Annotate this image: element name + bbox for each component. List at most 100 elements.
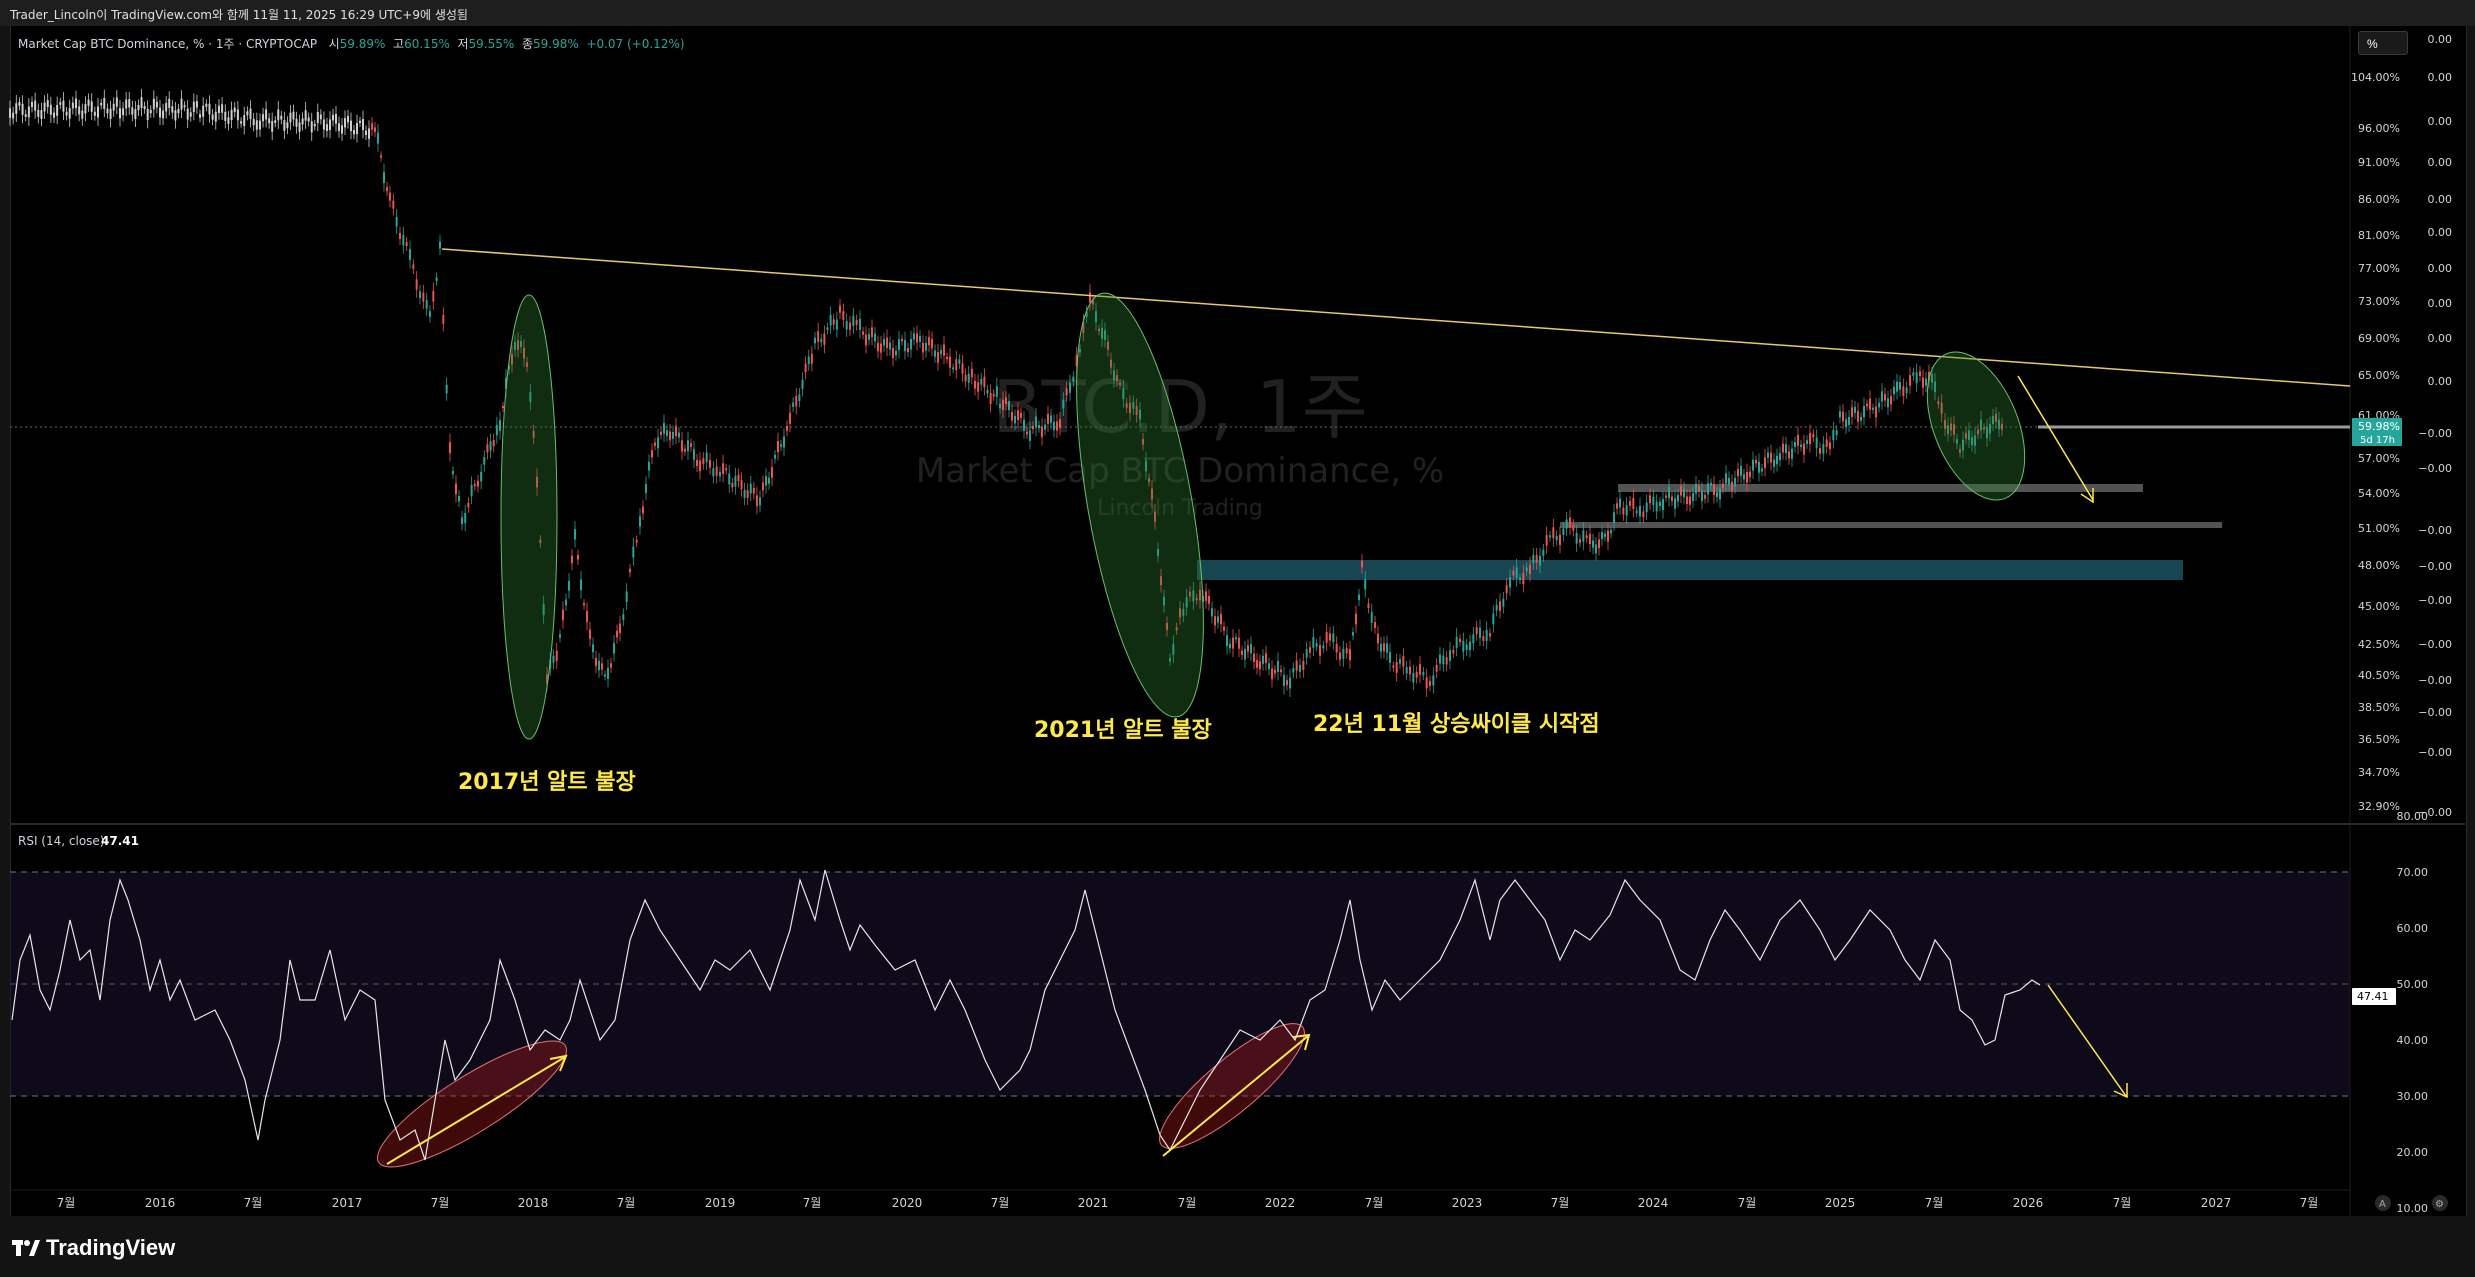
auto-scale-button[interactable] bbox=[2375, 1195, 2391, 1211]
secondary-axis-label: 0.00 bbox=[2428, 115, 2453, 128]
price-candle bbox=[931, 339, 933, 349]
secondary-axis-label: −0.00 bbox=[2418, 594, 2452, 607]
price-candle bbox=[18, 102, 21, 106]
price-candle bbox=[1740, 465, 1742, 476]
price-candle bbox=[901, 339, 903, 342]
price-candle bbox=[660, 431, 662, 435]
price-candle bbox=[1315, 643, 1318, 647]
price-candle bbox=[1250, 644, 1252, 654]
secondary-axis-label: 0.00 bbox=[2428, 156, 2453, 169]
price-candle bbox=[1542, 549, 1545, 556]
price-candle bbox=[1782, 443, 1784, 453]
price-candle bbox=[1968, 430, 1970, 441]
highlight-ellipse-2025[interactable] bbox=[1908, 338, 2044, 514]
price-candle bbox=[152, 98, 155, 110]
price-candle bbox=[1095, 311, 1097, 323]
price-candle bbox=[119, 108, 121, 119]
price-candle bbox=[1286, 680, 1288, 686]
price-candle bbox=[1632, 497, 1635, 509]
rsi-trend-arrow-2017[interactable] bbox=[386, 1056, 566, 1165]
price-candles[interactable] bbox=[9, 88, 2003, 697]
price-candle bbox=[1604, 533, 1606, 537]
support-zone-teal[interactable] bbox=[1197, 560, 2183, 580]
price-candle bbox=[368, 128, 370, 139]
rsi-trend-arrow-2022[interactable] bbox=[1162, 1035, 1309, 1157]
legend-open-label: 시 bbox=[328, 37, 340, 51]
price-candle bbox=[1815, 437, 1818, 449]
price-candle bbox=[511, 354, 513, 365]
arrow-head-icon bbox=[549, 1054, 568, 1072]
support-zone-gray-2[interactable] bbox=[1560, 522, 2222, 528]
price-candle bbox=[1905, 387, 1908, 394]
price-candle bbox=[1139, 409, 1141, 420]
rsi-axis[interactable]: 80.00 70.00 60.00 50.00 40.00 30.00 20.00 10.00 bbox=[2397, 810, 2429, 1215]
price-candle bbox=[970, 368, 973, 378]
price-candle bbox=[868, 334, 870, 340]
arrow-head-icon bbox=[1292, 1033, 1311, 1051]
rsi-projection-arrow[interactable] bbox=[2047, 984, 2127, 1097]
time-axis-label: 7월 bbox=[431, 1196, 450, 1210]
price-candle bbox=[1671, 496, 1673, 501]
rsi-divergence-ellipse-2017[interactable] bbox=[364, 1022, 580, 1186]
price-candle bbox=[1770, 452, 1772, 463]
price-candle bbox=[356, 123, 358, 134]
descending-trendline[interactable] bbox=[441, 248, 2351, 387]
rsi-line[interactable] bbox=[11, 869, 2041, 1161]
price-candle bbox=[338, 123, 340, 131]
highlight-ellipse-2021[interactable] bbox=[1051, 284, 1228, 726]
price-candle bbox=[227, 117, 230, 124]
price-candle bbox=[1098, 328, 1100, 332]
price-candle bbox=[1135, 405, 1138, 416]
price-candle bbox=[946, 356, 948, 360]
price-candle bbox=[645, 483, 647, 493]
price-candle bbox=[992, 393, 995, 397]
price-axis-label: 54.00% bbox=[2358, 487, 2400, 500]
price-candle bbox=[1256, 660, 1258, 668]
price-candle bbox=[1302, 660, 1305, 670]
price-candle bbox=[461, 517, 463, 525]
price-candle bbox=[380, 155, 382, 158]
price-candle bbox=[1047, 413, 1049, 424]
rsi-value-badge-text: 47.41 bbox=[2357, 990, 2389, 1003]
tradingview-logo[interactable]: TradingView bbox=[12, 1235, 175, 1261]
price-candle bbox=[1937, 401, 1940, 405]
price-candle bbox=[402, 234, 405, 246]
price-candle bbox=[100, 102, 103, 106]
price-candle bbox=[174, 110, 177, 121]
unit-toggle-button[interactable]: % bbox=[2358, 31, 2408, 55]
price-candle bbox=[439, 241, 441, 249]
price-candle bbox=[1462, 640, 1465, 652]
settings-button[interactable] bbox=[2432, 1195, 2448, 1211]
price-candle bbox=[702, 458, 705, 464]
price-candle bbox=[499, 420, 501, 432]
time-axis[interactable]: 7월 2016 7월 2017 7월 2018 7월 2019 7월 2020 7월 2021 7월 20… bbox=[57, 1196, 2319, 1210]
time-axis-label: 2026 bbox=[2013, 1196, 2044, 1210]
price-candle bbox=[1435, 664, 1438, 672]
price-candle bbox=[1349, 649, 1351, 661]
price-candle bbox=[916, 333, 918, 343]
secondary-axis-label: 0.00 bbox=[2428, 297, 2453, 310]
price-candle bbox=[1983, 427, 1985, 430]
price-candle bbox=[1415, 671, 1418, 678]
price-candle bbox=[389, 192, 391, 201]
price-candle bbox=[1803, 443, 1805, 455]
price-candle bbox=[84, 104, 87, 114]
price-candle bbox=[1959, 449, 1961, 453]
support-zone-gray-1[interactable] bbox=[1618, 484, 2143, 492]
price-axis[interactable]: 104.00% 96.00% 91.00% 86.00% 81.00% 77.00% 73.… bbox=[2351, 33, 2452, 819]
price-candle bbox=[532, 431, 535, 438]
price-candle bbox=[1649, 495, 1651, 504]
price-candle bbox=[1247, 645, 1249, 652]
projection-arrow-price[interactable] bbox=[2017, 375, 2094, 501]
price-candle bbox=[536, 476, 538, 488]
price-candle bbox=[1519, 577, 1521, 580]
highlight-ellipse-2017[interactable] bbox=[500, 294, 558, 740]
price-candle bbox=[59, 102, 62, 105]
price-candle bbox=[1788, 451, 1790, 459]
price-candle bbox=[1505, 585, 1508, 594]
price-candle bbox=[1716, 492, 1718, 498]
price-candle bbox=[489, 441, 492, 451]
price-candle bbox=[1922, 377, 1924, 388]
price-candle bbox=[1639, 505, 1641, 517]
